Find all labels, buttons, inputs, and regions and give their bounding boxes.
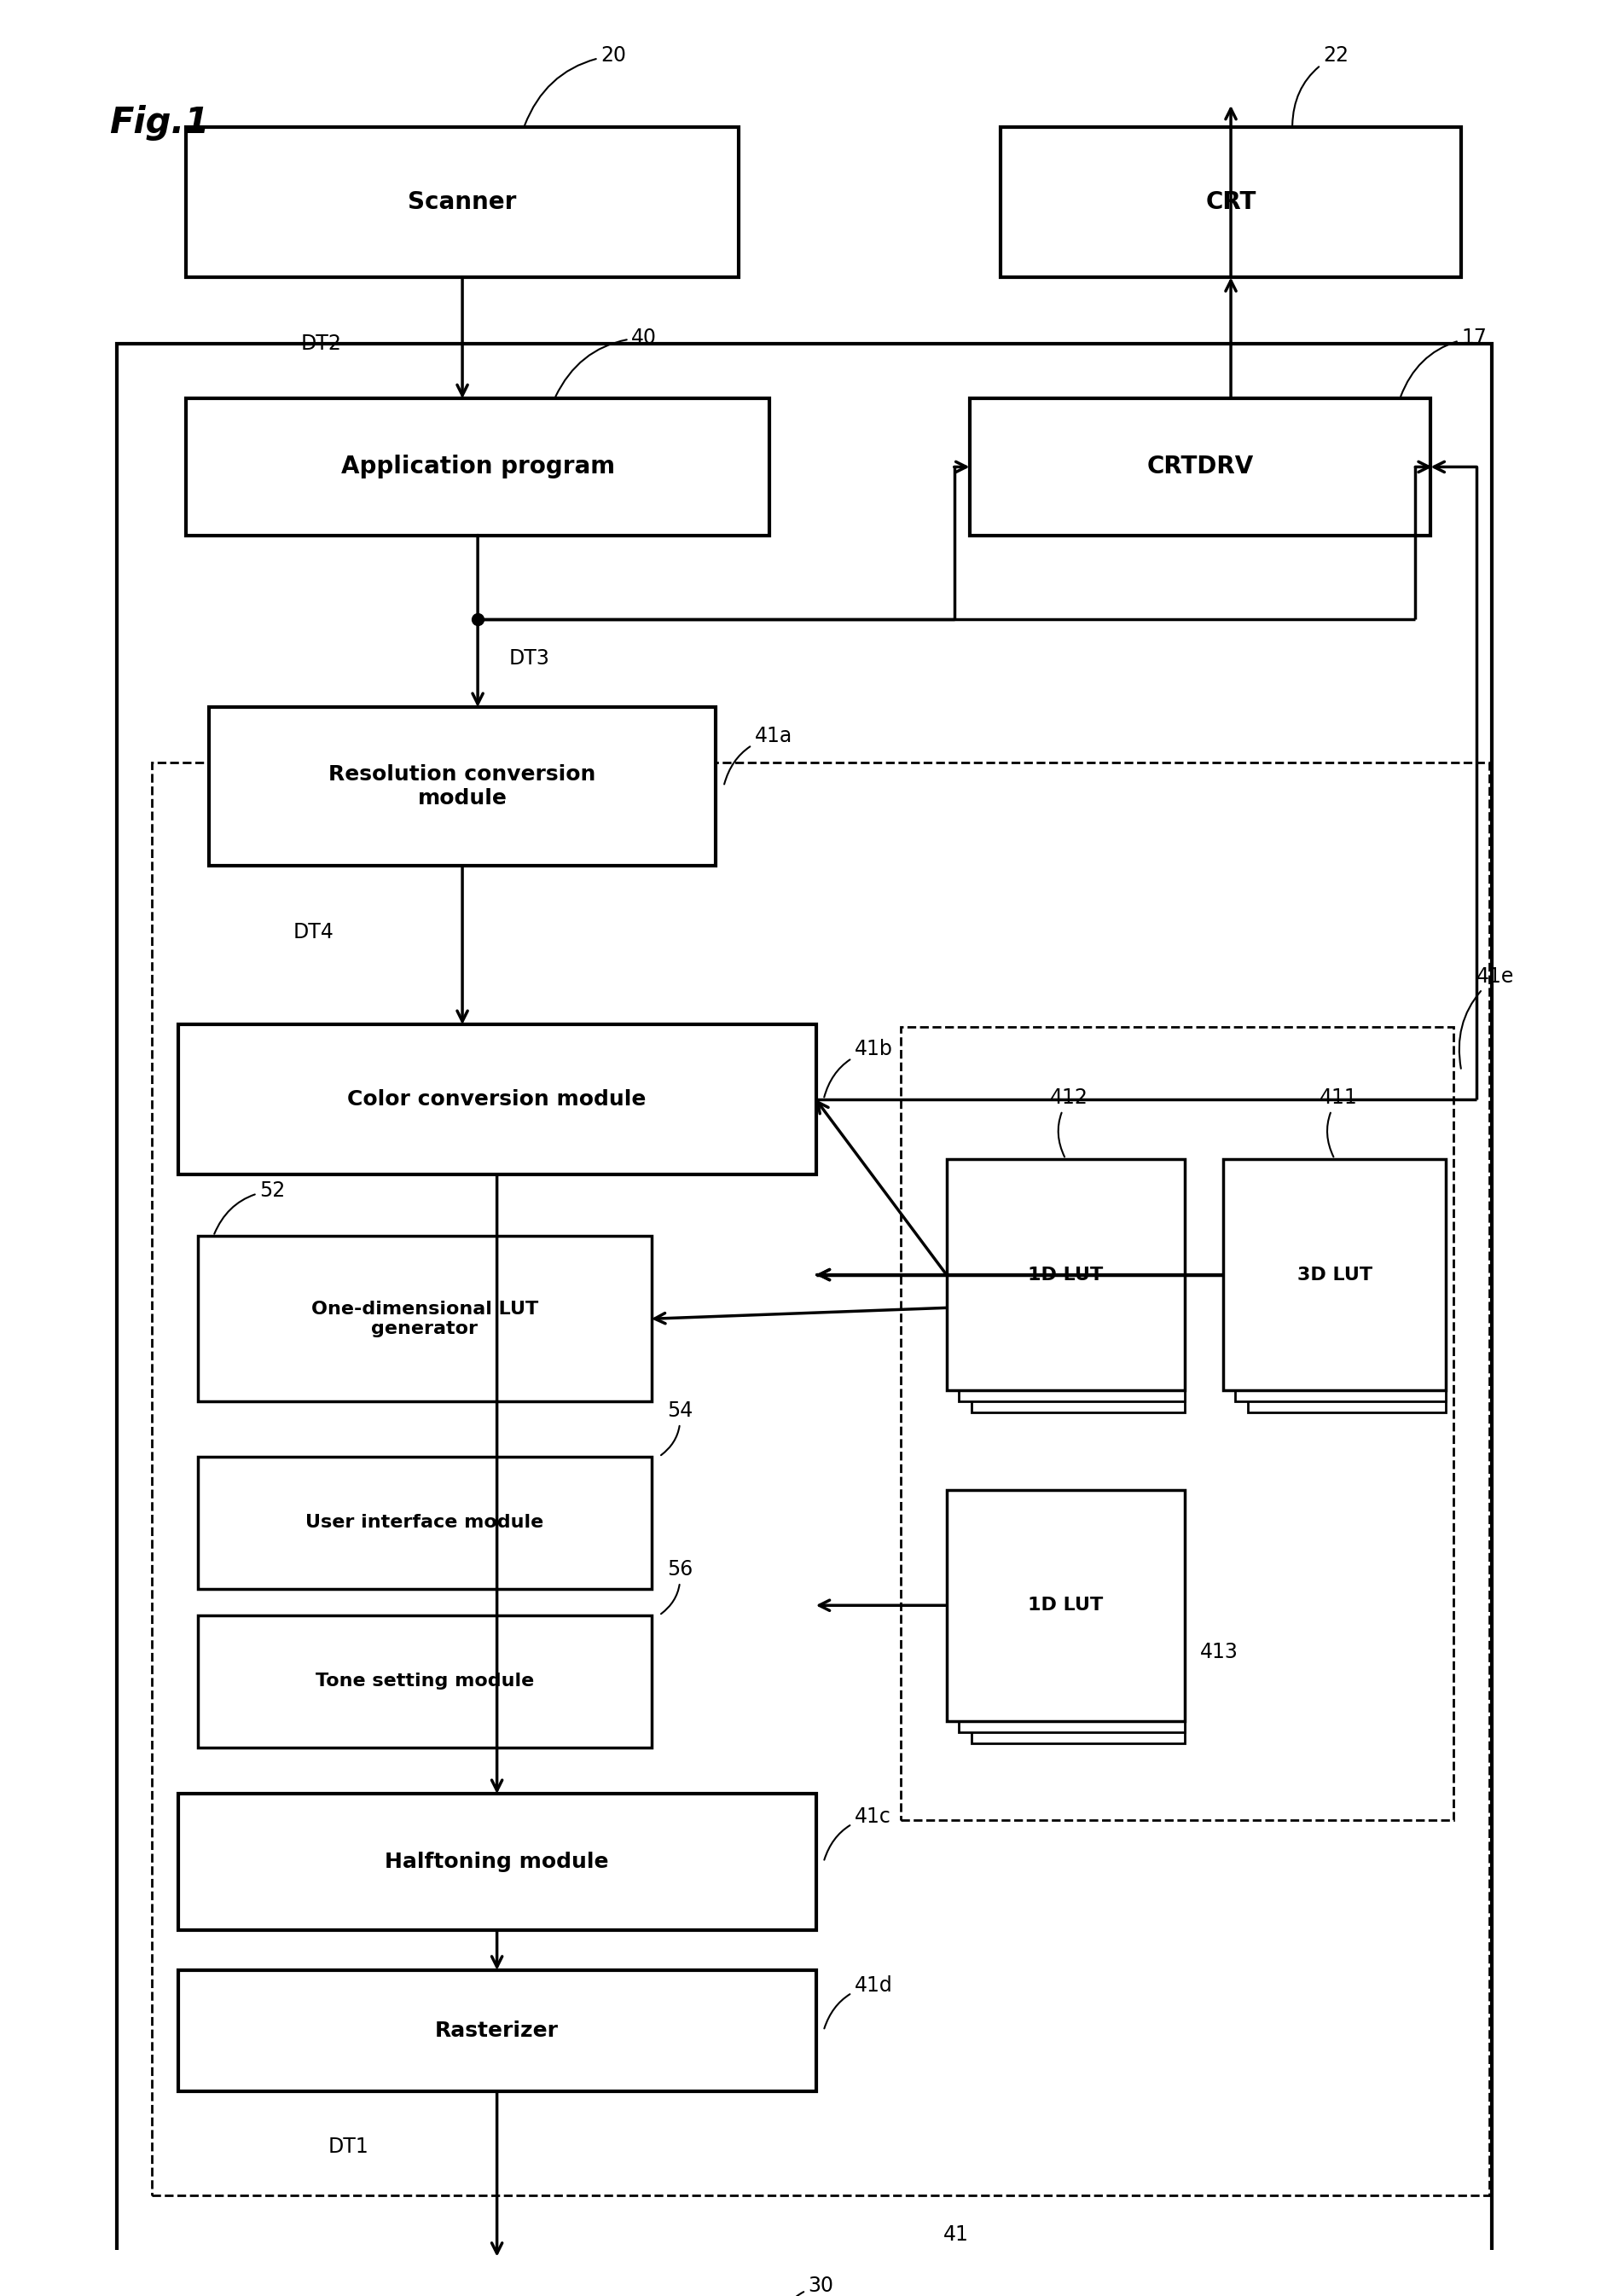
Bar [946,1159,1185,1391]
Text: 41e: 41e [1459,967,1515,1068]
Text: CRT: CRT [1206,191,1257,214]
Text: One-dimensional LUT
generator: One-dimensional LUT generator [311,1300,538,1336]
Text: DT1: DT1 [328,2135,368,2156]
Text: 41c: 41c [825,1807,890,1860]
Bar [199,1235,652,1401]
Text: 22: 22 [1292,46,1348,124]
Bar [946,1490,1185,1722]
Bar [1236,1171,1446,1401]
Text: DT2: DT2 [301,333,343,354]
Text: 20: 20 [525,46,626,126]
Text: 41b: 41b [825,1040,893,1097]
Bar [199,1616,652,1747]
Bar [970,400,1431,535]
Bar [199,1456,652,1589]
Text: 411: 411 [1319,1088,1358,1157]
Bar [959,1171,1185,1401]
Text: 30: 30 [778,2275,834,2296]
Text: 41a: 41a [724,726,792,785]
Text: Rasterizer: Rasterizer [435,2020,559,2041]
Text: Scanner: Scanner [408,191,517,214]
Text: User interface module: User interface module [306,1513,544,1531]
Bar [1247,1180,1446,1412]
Bar [208,707,716,866]
Bar [186,400,770,535]
Text: 412: 412 [1050,1088,1089,1157]
Text: 413: 413 [1201,1642,1239,1662]
Bar [117,344,1492,2296]
Text: 3D LUT: 3D LUT [1297,1265,1372,1283]
Bar [959,1502,1185,1731]
Bar [186,2257,770,2296]
Text: 54: 54 [661,1401,693,1456]
Text: 17: 17 [1401,328,1487,397]
Text: 40: 40 [556,328,656,397]
Text: 52: 52 [215,1180,285,1233]
Text: DT3: DT3 [509,647,549,668]
Text: 1D LUT: 1D LUT [1028,1265,1103,1283]
Text: 41d: 41d [825,1975,892,2027]
Text: Application program: Application program [341,455,615,480]
Bar [972,1511,1185,1743]
Bar [178,1793,817,1931]
Bar [900,1026,1454,1821]
Text: Color conversion module: Color conversion module [347,1088,647,1109]
Text: 56: 56 [661,1559,693,1614]
Text: Fig.1: Fig.1 [109,106,208,140]
Bar [186,129,740,278]
Bar [972,1180,1185,1412]
Text: Resolution conversion
module: Resolution conversion module [328,765,596,808]
Bar [152,762,1489,2195]
Bar [1223,1159,1446,1391]
Text: 41: 41 [943,2225,969,2245]
Text: Tone setting module: Tone setting module [315,1674,535,1690]
Text: Halftoning module: Halftoning module [384,1853,608,1871]
Text: CRTDRV: CRTDRV [1146,455,1254,480]
Text: DT4: DT4 [293,921,335,941]
Bar [178,1970,817,2092]
Bar [1001,129,1462,278]
Text: 1D LUT: 1D LUT [1028,1596,1103,1614]
Bar [178,1024,817,1176]
